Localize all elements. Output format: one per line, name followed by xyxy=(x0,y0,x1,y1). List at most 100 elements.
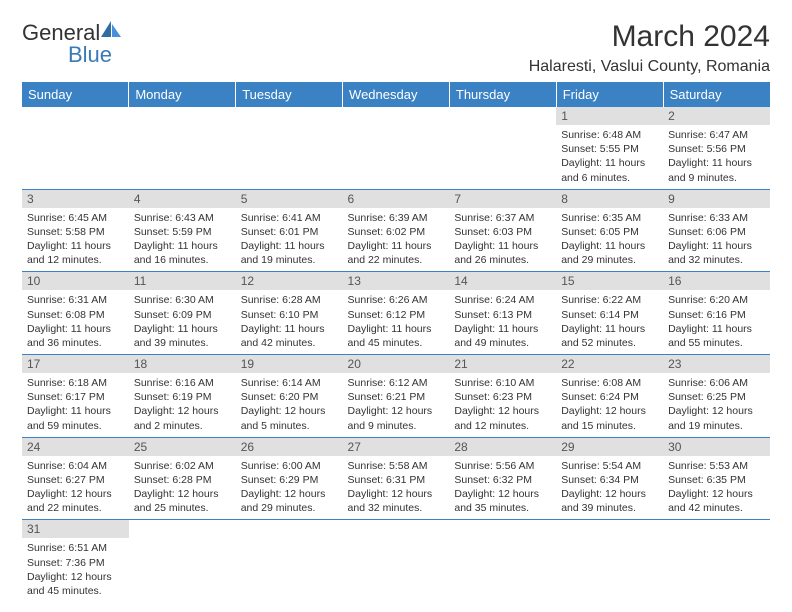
day-number: 30 xyxy=(663,438,770,456)
calendar-cell xyxy=(129,107,236,189)
col-saturday: Saturday xyxy=(663,82,770,107)
day-number: 13 xyxy=(343,272,450,290)
daylight-line: Daylight: 12 hours and 9 minutes. xyxy=(348,404,445,432)
daylight-line: Daylight: 11 hours and 22 minutes. xyxy=(348,239,445,267)
day-content: Sunrise: 6:39 AMSunset: 6:02 PMDaylight:… xyxy=(343,208,450,272)
calendar-row: 10 Sunrise: 6:31 AMSunset: 6:08 PM Dayligh… xyxy=(22,272,770,355)
sunset-line: Sunset: 6:24 PM xyxy=(561,390,658,404)
day-number: 6 xyxy=(343,190,450,208)
day-content: Sunrise: 6:28 AMSunset: 6:10 PMDaylight:… xyxy=(236,290,343,354)
day-number: 18 xyxy=(129,355,236,373)
sunset-line: Sunset: 6:32 PM xyxy=(454,473,551,487)
calendar-cell: 10Sunrise: 6:31 AMSunset: 6:08 PMDayligh… xyxy=(22,272,129,355)
sunrise-line: Sunrise: 6:30 AM xyxy=(134,293,231,307)
day-number: 31 xyxy=(22,520,129,538)
daylight-line: Daylight: 11 hours and 39 minutes. xyxy=(134,322,231,350)
sunrise-line: Sunrise: 6:18 AM xyxy=(27,376,124,390)
sunset-line: Sunset: 7:36 PM xyxy=(27,556,124,570)
daylight-line: Daylight: 12 hours and 2 minutes. xyxy=(134,404,231,432)
sunset-line: Sunset: 6:19 PM xyxy=(134,390,231,404)
daylight-line: Daylight: 11 hours and 42 minutes. xyxy=(241,322,338,350)
sunset-line: Sunset: 6:27 PM xyxy=(27,473,124,487)
sunrise-line: Sunrise: 6:39 AM xyxy=(348,211,445,225)
day-number: 26 xyxy=(236,438,343,456)
sunset-line: Sunset: 6:28 PM xyxy=(134,473,231,487)
calendar-cell: 9Sunrise: 6:33 AMSunset: 6:06 PMDaylight… xyxy=(663,189,770,272)
sunrise-line: Sunrise: 6:14 AM xyxy=(241,376,338,390)
calendar-cell xyxy=(449,520,556,602)
daylight-line: Daylight: 12 hours and 12 minutes. xyxy=(454,404,551,432)
day-number: 14 xyxy=(449,272,556,290)
calendar-cell xyxy=(236,107,343,189)
day-number: 5 xyxy=(236,190,343,208)
sunset-line: Sunset: 5:59 PM xyxy=(134,225,231,239)
sunset-line: Sunset: 6:25 PM xyxy=(668,390,765,404)
daylight-line: Daylight: 12 hours and 25 minutes. xyxy=(134,487,231,515)
calendar-cell: 14Sunrise: 6:24 AMSunset: 6:13 PMDayligh… xyxy=(449,272,556,355)
day-content: Sunrise: 6:47 AMSunset: 5:56 PMDaylight:… xyxy=(663,125,770,189)
daylight-line: Daylight: 12 hours and 39 minutes. xyxy=(561,487,658,515)
sunrise-line: Sunrise: 6:43 AM xyxy=(134,211,231,225)
day-content: Sunrise: 6:22 AMSunset: 6:14 PMDaylight:… xyxy=(556,290,663,354)
sunset-line: Sunset: 6:02 PM xyxy=(348,225,445,239)
sunrise-line: Sunrise: 6:16 AM xyxy=(134,376,231,390)
day-content: Sunrise: 6:02 AMSunset: 6:28 PMDaylight:… xyxy=(129,456,236,520)
sunrise-line: Sunrise: 6:26 AM xyxy=(348,293,445,307)
calendar-cell: 13Sunrise: 6:26 AMSunset: 6:12 PMDayligh… xyxy=(343,272,450,355)
calendar-cell xyxy=(236,520,343,602)
day-number: 10 xyxy=(22,272,129,290)
day-number: 23 xyxy=(663,355,770,373)
sunset-line: Sunset: 5:55 PM xyxy=(561,142,658,156)
calendar-cell: 11Sunrise: 6:30 AMSunset: 6:09 PMDayligh… xyxy=(129,272,236,355)
day-number: 12 xyxy=(236,272,343,290)
calendar-cell: 15Sunrise: 6:22 AMSunset: 6:14 PMDayligh… xyxy=(556,272,663,355)
day-content: Sunrise: 6:48 AMSunset: 5:55 PMDaylight:… xyxy=(556,125,663,189)
calendar-cell: 7Sunrise: 6:37 AMSunset: 6:03 PMDaylight… xyxy=(449,189,556,272)
sunset-line: Sunset: 6:29 PM xyxy=(241,473,338,487)
sunrise-line: Sunrise: 6:41 AM xyxy=(241,211,338,225)
sunset-line: Sunset: 6:14 PM xyxy=(561,308,658,322)
sunset-line: Sunset: 6:21 PM xyxy=(348,390,445,404)
sunrise-line: Sunrise: 6:31 AM xyxy=(27,293,124,307)
daylight-line: Daylight: 11 hours and 49 minutes. xyxy=(454,322,551,350)
calendar-cell: 26Sunrise: 6:00 AMSunset: 6:29 PMDayligh… xyxy=(236,437,343,520)
calendar-cell: 17Sunrise: 6:18 AMSunset: 6:17 PMDayligh… xyxy=(22,355,129,438)
day-number: 7 xyxy=(449,190,556,208)
day-number: 15 xyxy=(556,272,663,290)
calendar-cell: 2Sunrise: 6:47 AMSunset: 5:56 PMDaylight… xyxy=(663,107,770,189)
calendar-cell: 6Sunrise: 6:39 AMSunset: 6:02 PMDaylight… xyxy=(343,189,450,272)
calendar-cell xyxy=(556,520,663,602)
calendar-cell: 20Sunrise: 6:12 AMSunset: 6:21 PMDayligh… xyxy=(343,355,450,438)
sunrise-line: Sunrise: 6:00 AM xyxy=(241,459,338,473)
day-content: Sunrise: 6:10 AMSunset: 6:23 PMDaylight:… xyxy=(449,373,556,437)
calendar-cell: 19Sunrise: 6:14 AMSunset: 6:20 PMDayligh… xyxy=(236,355,343,438)
calendar-cell xyxy=(343,520,450,602)
day-number: 4 xyxy=(129,190,236,208)
calendar-cell: 30Sunrise: 5:53 AMSunset: 6:35 PMDayligh… xyxy=(663,437,770,520)
day-number: 17 xyxy=(22,355,129,373)
day-number: 3 xyxy=(22,190,129,208)
sunset-line: Sunset: 6:08 PM xyxy=(27,308,124,322)
calendar-cell: 12Sunrise: 6:28 AMSunset: 6:10 PMDayligh… xyxy=(236,272,343,355)
sunrise-line: Sunrise: 6:02 AM xyxy=(134,459,231,473)
sunrise-line: Sunrise: 6:24 AM xyxy=(454,293,551,307)
daylight-line: Daylight: 12 hours and 5 minutes. xyxy=(241,404,338,432)
day-content: Sunrise: 6:00 AMSunset: 6:29 PMDaylight:… xyxy=(236,456,343,520)
sunset-line: Sunset: 6:23 PM xyxy=(454,390,551,404)
sunrise-line: Sunrise: 6:12 AM xyxy=(348,376,445,390)
sunset-line: Sunset: 6:20 PM xyxy=(241,390,338,404)
sunrise-line: Sunrise: 6:10 AM xyxy=(454,376,551,390)
sunset-line: Sunset: 6:01 PM xyxy=(241,225,338,239)
daylight-line: Daylight: 11 hours and 9 minutes. xyxy=(668,156,765,184)
day-number: 11 xyxy=(129,272,236,290)
calendar-row: 1Sunrise: 6:48 AMSunset: 5:55 PMDaylight… xyxy=(22,107,770,189)
day-number: 28 xyxy=(449,438,556,456)
location-text: Halaresti, Vaslui County, Romania xyxy=(529,58,770,76)
daylight-line: Daylight: 12 hours and 15 minutes. xyxy=(561,404,658,432)
daylight-line: Daylight: 12 hours and 22 minutes. xyxy=(27,487,124,515)
day-header-row: Sunday Monday Tuesday Wednesday Thursday… xyxy=(22,82,770,107)
title-block: March 2024 Halaresti, Vaslui County, Rom… xyxy=(529,20,770,76)
day-content: Sunrise: 6:20 AMSunset: 6:16 PMDaylight:… xyxy=(663,290,770,354)
day-number: 16 xyxy=(663,272,770,290)
day-content: Sunrise: 6:24 AMSunset: 6:13 PMDaylight:… xyxy=(449,290,556,354)
